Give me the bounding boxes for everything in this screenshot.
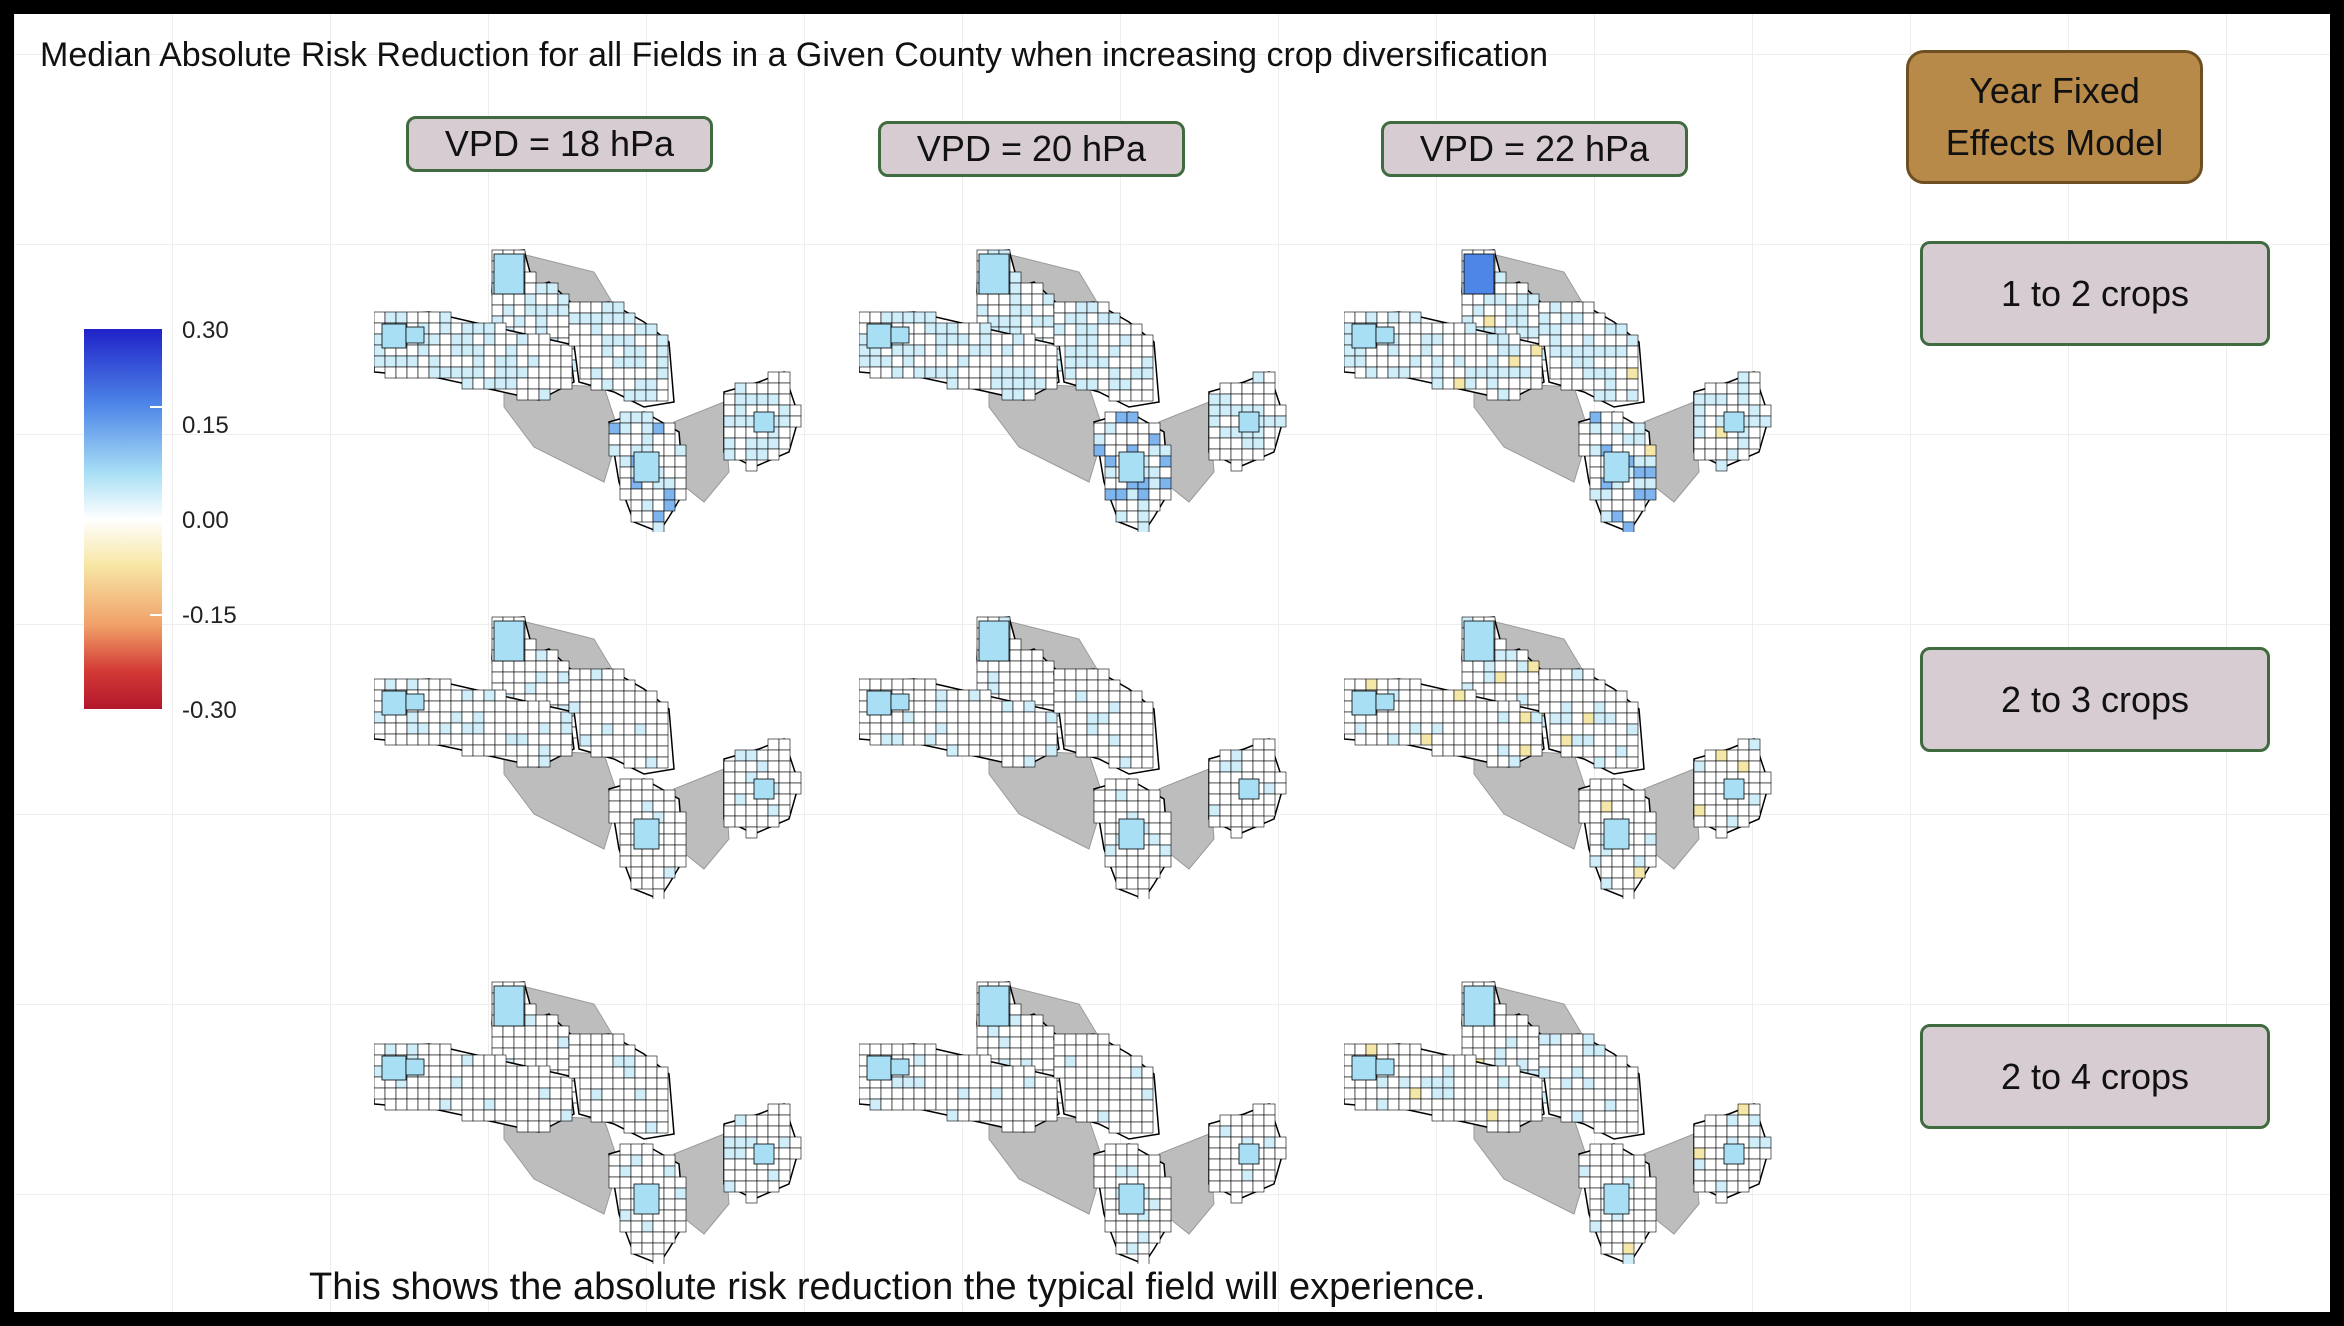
county-map-row2-col1 bbox=[374, 616, 802, 899]
caption: This shows the absolute risk reduction t… bbox=[309, 1266, 1486, 1308]
legend-tick-label: 0.30 bbox=[182, 317, 229, 344]
page-title: Median Absolute Risk Reduction for all F… bbox=[40, 36, 1549, 74]
legend-tick-label: 0.00 bbox=[182, 507, 229, 534]
county-map-row1-col2 bbox=[859, 249, 1287, 532]
column-label-vpd-20: VPD = 20 hPa bbox=[878, 121, 1185, 177]
county-map-row1-col3 bbox=[1344, 249, 1772, 532]
row-label-2-to-3: 2 to 3 crops bbox=[1920, 647, 2270, 752]
legend-tick-label: -0.30 bbox=[182, 697, 237, 724]
legend-colorbar bbox=[84, 329, 162, 709]
row-label-2-to-4: 2 to 4 crops bbox=[1920, 1024, 2270, 1129]
county-map-row2-col3 bbox=[1344, 616, 1772, 899]
county-map-row3-col3 bbox=[1344, 981, 1772, 1264]
legend-tick-label: -0.15 bbox=[182, 602, 237, 629]
county-map-row3-col2 bbox=[859, 981, 1287, 1264]
county-map-row2-col2 bbox=[859, 616, 1287, 899]
row-label-1-to-2: 1 to 2 crops bbox=[1920, 241, 2270, 346]
county-map-row3-col1 bbox=[374, 981, 802, 1264]
county-map-row1-col1 bbox=[374, 249, 802, 532]
column-label-vpd-22: VPD = 22 hPa bbox=[1381, 121, 1688, 177]
column-label-vpd-18: VPD = 18 hPa bbox=[406, 116, 713, 172]
model-label: Year Fixed Effects Model bbox=[1906, 50, 2203, 184]
legend-tick-label: 0.15 bbox=[182, 412, 229, 439]
